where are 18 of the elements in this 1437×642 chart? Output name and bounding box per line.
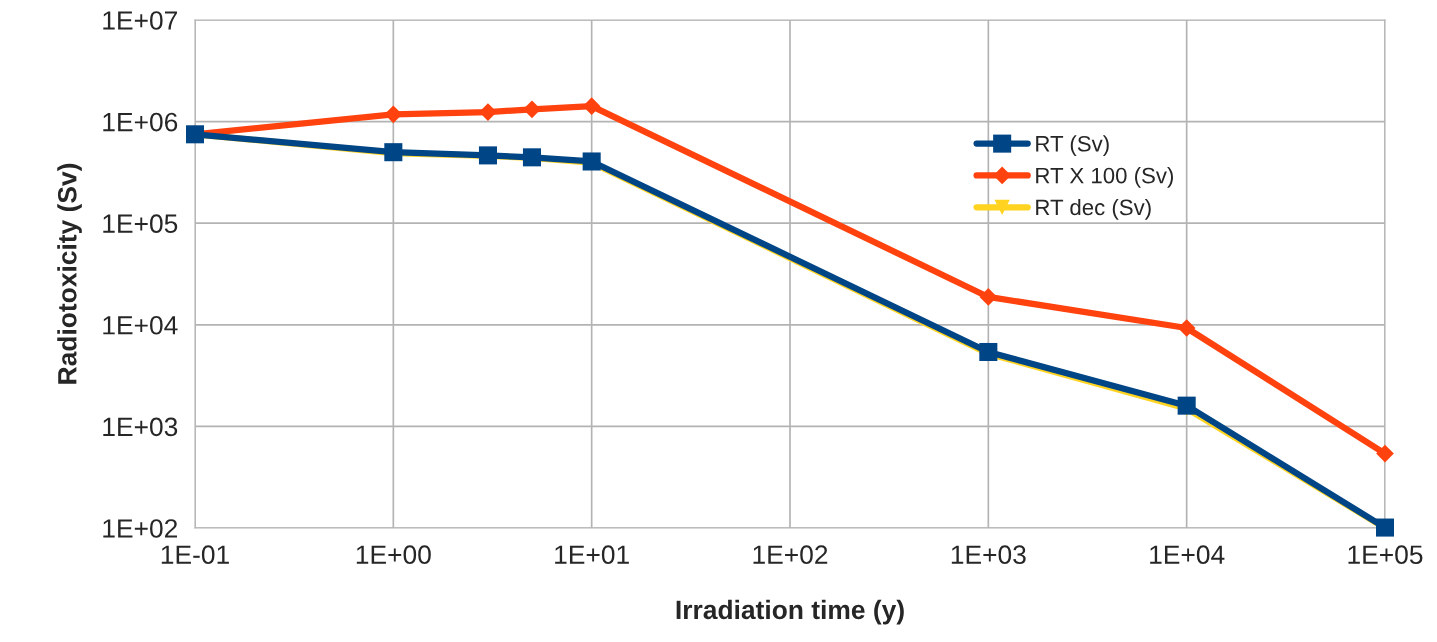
x-tick-label: 1E+04 <box>1150 545 1225 565</box>
y-tick-label: 1E+05 <box>103 214 178 234</box>
x-tick-label: 1E+01 <box>555 545 629 565</box>
y-tick-label: 1E+06 <box>103 112 178 132</box>
x-tick-label: 1E+05 <box>1348 545 1423 565</box>
x-tick-label: 1E+02 <box>753 545 828 565</box>
legend-label: RT (Sv) <box>1036 135 1109 156</box>
y-tick-label: 1E+03 <box>103 417 178 437</box>
x-tick-label: 1E+00 <box>356 545 431 565</box>
legend-label: RT dec (Sv) <box>1036 198 1151 220</box>
y-tick-label: 1E+07 <box>103 11 178 30</box>
legend-label: RT X 100 (Sv) <box>1036 167 1173 188</box>
x-tick-label: 1E+03 <box>951 545 1026 565</box>
y-axis-title: Radiotoxicity (Sv) <box>57 163 82 384</box>
y-tick-label: 1E+04 <box>103 315 178 335</box>
x-tick-label: 1E-01 <box>161 545 229 565</box>
x-axis-title: Irradiation time (y) <box>676 599 904 625</box>
y-tick-label: 1E+02 <box>103 519 178 538</box>
